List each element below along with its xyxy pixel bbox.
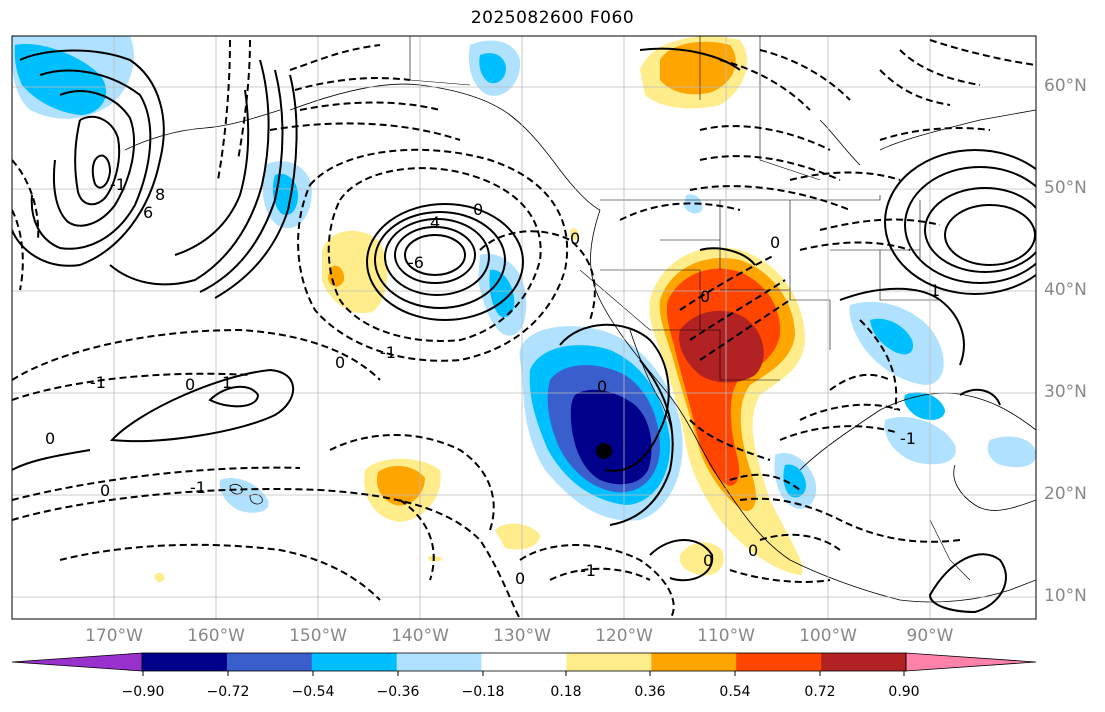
colorbar-extend-high	[905, 652, 1037, 672]
colorbar-tick-label: −0.36	[376, 684, 420, 700]
colorbar-segment	[481, 653, 567, 671]
contour-label: 0	[100, 481, 110, 500]
plot-frame	[11, 35, 1037, 620]
contour-label: 8	[155, 185, 165, 204]
contour-label: -1	[380, 343, 396, 362]
storm-center-marker	[596, 443, 612, 459]
political-borders	[409, 36, 971, 581]
colorbar-tick-label: −0.72	[206, 684, 250, 700]
contour-label: 0	[597, 377, 607, 396]
colorbar-extend-low	[11, 652, 143, 672]
contour-label: 0	[703, 551, 713, 570]
lon-label-110w: 110°W	[697, 626, 755, 646]
contour-label: 4	[430, 213, 440, 232]
lon-label-90w: 90°W	[906, 626, 954, 646]
lat-label-20n: 20°N	[1044, 484, 1087, 504]
colorbar-tick-label: 0.54	[719, 684, 751, 700]
lon-label-140w: 140°W	[391, 626, 449, 646]
contour-label: -1	[190, 478, 206, 497]
colorbar-segment	[226, 653, 313, 671]
lon-label-120w: 120°W	[595, 626, 653, 646]
colorbar-segment	[142, 653, 228, 671]
positive-contours	[12, 47, 1036, 614]
colorbar-tick-label: −0.54	[291, 684, 335, 700]
contour-label: -1	[110, 175, 126, 194]
contour-label: 0	[45, 429, 55, 448]
contour-label: 0	[185, 375, 195, 394]
colorbar-tick-label: 0.90	[888, 684, 920, 700]
lat-label-40n: 40°N	[1044, 280, 1087, 300]
lon-label-170w: 170°W	[85, 626, 143, 646]
negative-contours	[12, 39, 1036, 619]
contour-label: 0	[335, 353, 345, 372]
map-title: 2025082600 F060	[470, 8, 635, 28]
lat-label-50n: 50°N	[1044, 178, 1087, 198]
contour-label: 1	[930, 281, 940, 300]
lat-label-10n: 10°N	[1044, 586, 1087, 606]
lon-label-100w: 100°W	[799, 626, 857, 646]
lat-label-30n: 30°N	[1044, 382, 1087, 402]
colorbar-tick-label: 0.18	[550, 684, 582, 700]
contour-label: 0	[570, 229, 580, 248]
colorbar-segment	[736, 653, 822, 671]
contour-label: 1	[222, 373, 232, 392]
contour-label: 0	[748, 541, 758, 560]
lon-label-150w: 150°W	[289, 626, 347, 646]
lon-label-160w: 160°W	[187, 626, 245, 646]
colorbar-tick-marks	[142, 671, 905, 676]
colorbar-frame	[141, 652, 907, 672]
colorbar-tick-label: −0.90	[121, 684, 165, 700]
lon-label-130w: 130°W	[493, 626, 551, 646]
colorbar-tick-label: −0.18	[461, 684, 505, 700]
negative-anomaly-fill	[12, 36, 1036, 521]
colorbar-segment	[396, 653, 483, 671]
colorbar-segment	[566, 653, 652, 671]
contour-label: -6	[408, 253, 424, 272]
contour-label: -1	[580, 561, 596, 580]
contour-label: 0	[770, 233, 780, 252]
contour-label: 0	[473, 200, 483, 219]
contour-label: -1	[900, 429, 916, 448]
colorbar-segment	[311, 653, 398, 671]
coastlines	[124, 83, 1036, 603]
colorbar-tick-label: 0.36	[634, 684, 666, 700]
colorbar-segment	[651, 653, 737, 671]
contour-label: 6	[143, 203, 153, 222]
colorbar-segment	[821, 653, 907, 671]
contour-labels: -1 6 8 4 -6 0 0 -1 -1 0 1 0 0 -1 0 -1 0 …	[45, 175, 940, 588]
lat-label-60n: 60°N	[1044, 76, 1087, 96]
contour-label: 0	[700, 287, 710, 306]
contour-label: -1	[90, 373, 106, 392]
contour-label: 0	[515, 569, 525, 588]
gridlines	[12, 36, 1036, 619]
colorbar	[11, 652, 1037, 672]
colorbar-tick-label: 0.72	[804, 684, 836, 700]
